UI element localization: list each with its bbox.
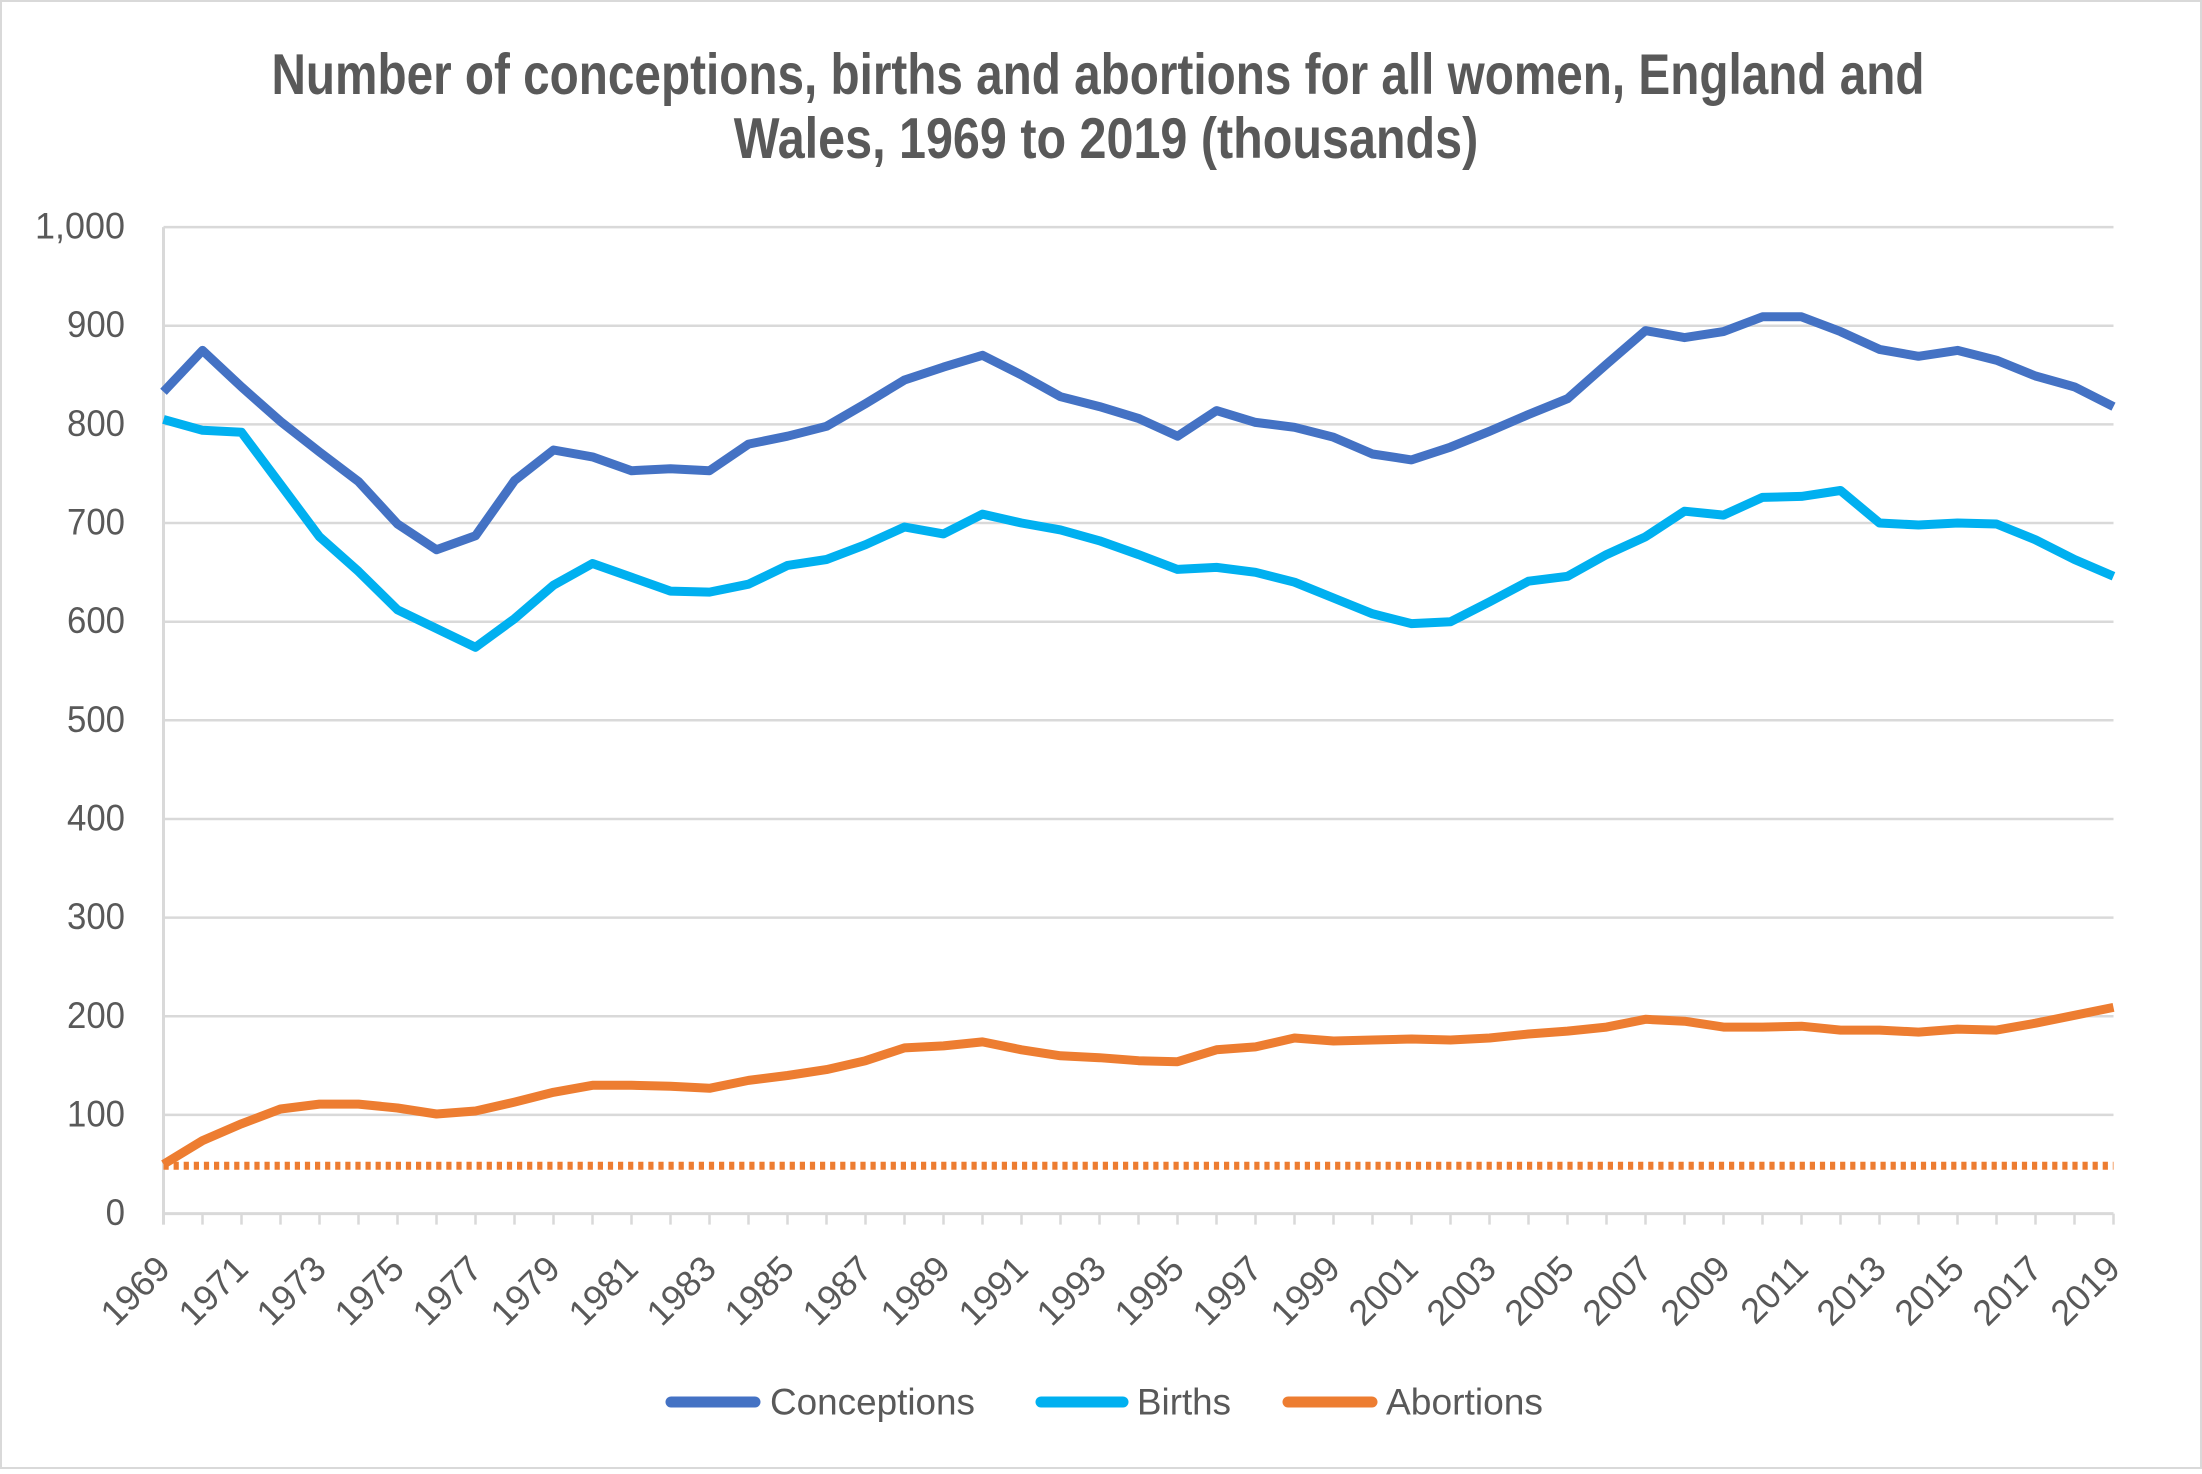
svg-text:200: 200 [67, 995, 125, 1036]
svg-text:400: 400 [67, 798, 125, 839]
svg-text:600: 600 [67, 600, 125, 641]
svg-text:Conceptions: Conceptions [770, 1382, 975, 1423]
svg-text:300: 300 [67, 896, 125, 937]
svg-text:Number of conceptions, births: Number of conceptions, births and aborti… [272, 43, 1925, 107]
svg-text:0: 0 [106, 1192, 125, 1233]
svg-text:Abortions: Abortions [1386, 1382, 1543, 1423]
svg-text:1,000: 1,000 [35, 206, 125, 247]
svg-text:500: 500 [67, 699, 125, 740]
svg-text:700: 700 [67, 502, 125, 543]
svg-text:800: 800 [67, 403, 125, 444]
svg-text:900: 900 [67, 304, 125, 345]
svg-text:Births: Births [1137, 1382, 1231, 1423]
svg-text:Wales, 1969 to 2019 (thousands: Wales, 1969 to 2019 (thousands) [734, 107, 1479, 171]
svg-text:100: 100 [67, 1093, 125, 1134]
